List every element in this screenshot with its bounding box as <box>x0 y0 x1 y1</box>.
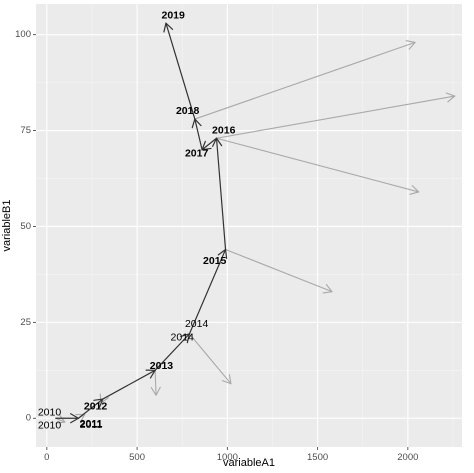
x-axis-title: variableA1 <box>223 457 275 469</box>
year-label: 2014 <box>171 331 195 343</box>
y-tick-label: 25 <box>20 317 31 328</box>
secondary-arrow-head <box>150 386 161 396</box>
x-tick-label: 2000 <box>397 452 418 463</box>
secondary-arrow-shaft <box>154 369 157 396</box>
secondary-arrow-shaft <box>188 333 232 385</box>
secondary-arrow-head <box>221 374 232 385</box>
main-path-arrow-head <box>163 22 174 33</box>
y-tick-label: 75 <box>20 125 31 136</box>
year-label: 2010 <box>38 420 62 432</box>
secondary-arrow-shaft <box>55 417 66 423</box>
year-label: 2017 <box>185 147 209 159</box>
year-label: 2019 <box>162 9 186 21</box>
grid-major <box>36 4 462 447</box>
secondary-arrow <box>150 369 161 396</box>
year-label: 2018 <box>176 105 200 117</box>
secondary-arrow-shaft <box>224 248 333 293</box>
secondary-arrow-head <box>322 284 333 294</box>
y-tick-label: 100 <box>15 29 31 40</box>
secondary-arrow <box>194 40 416 120</box>
y-axis: 0 25 50 75 100 <box>15 29 36 424</box>
main-path-arrow-shaft <box>215 137 227 251</box>
x-tick-label: 1000 <box>217 452 238 463</box>
secondary-arrow <box>224 248 333 294</box>
main-path-arrow-shaft <box>154 333 191 371</box>
secondary-arrow <box>55 414 66 424</box>
secondary-arrow <box>215 92 456 139</box>
x-tick-label: 1500 <box>307 452 328 463</box>
secondary-arrow-shaft <box>215 95 456 139</box>
secondary-arrow-head <box>409 185 420 195</box>
secondary-arrow <box>188 333 232 385</box>
main-path-arrow-shaft <box>188 248 227 335</box>
main-path-arrow <box>163 22 196 120</box>
main-path <box>55 22 228 424</box>
x-tick-label: 500 <box>129 452 145 463</box>
main-path-arrow-shaft <box>165 22 196 120</box>
y-axis-title: variableB1 <box>1 200 13 252</box>
year-label: 2010 <box>38 406 62 418</box>
plot-panel <box>36 4 462 447</box>
year-label: 2016 <box>212 124 236 136</box>
year-label: 2014 <box>185 318 209 330</box>
year-label: 2013 <box>150 360 174 372</box>
secondary-arrow-head <box>445 92 456 103</box>
y-tick-label: 50 <box>20 221 31 232</box>
main-path-arrow-shaft <box>194 118 203 151</box>
main-path-arrow-shaft <box>201 137 218 151</box>
secondary-arrows <box>55 40 456 424</box>
secondary-arrow <box>215 137 420 195</box>
secondary-arrow-shaft <box>194 41 416 120</box>
secondary-arrow-head <box>75 413 86 423</box>
grid-minor <box>36 4 462 447</box>
year-label: 2011 <box>80 419 103 431</box>
main-path-arrow-shaft <box>77 398 104 419</box>
x-tick-label: 0 <box>44 452 49 463</box>
year-label: 2012 <box>84 401 108 413</box>
year-label: 2015 <box>203 255 227 267</box>
x-axis: 0 500 1000 1500 2000 <box>44 447 418 463</box>
secondary-arrow-head <box>55 414 66 424</box>
secondary-arrow-head <box>405 40 416 50</box>
main-path-arrow-shaft <box>102 369 156 400</box>
year-label: 2011 <box>80 418 103 430</box>
secondary-arrow-shaft <box>215 137 420 193</box>
y-tick-label: 0 <box>26 413 31 424</box>
